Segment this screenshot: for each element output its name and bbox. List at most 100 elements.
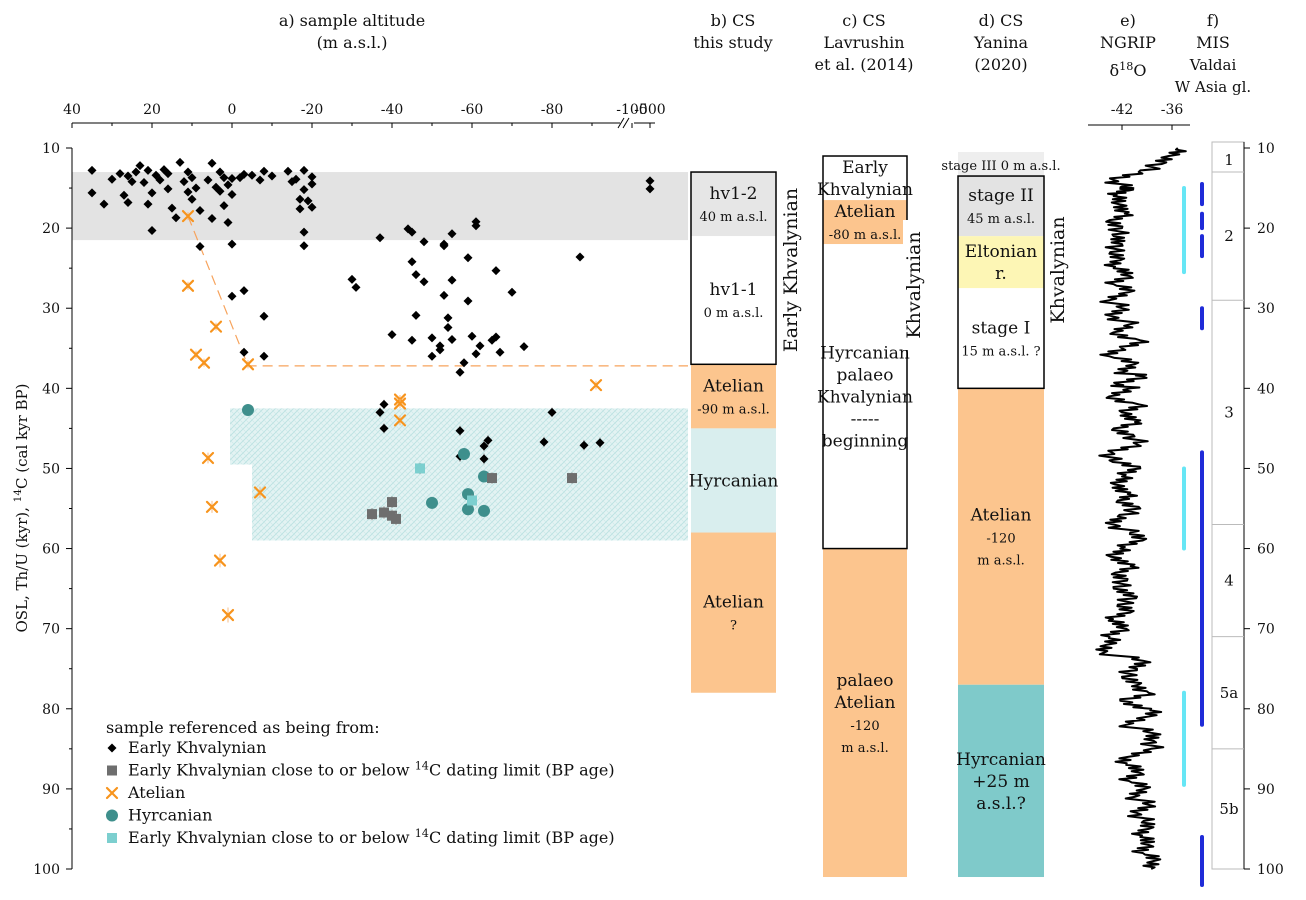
data-point bbox=[483, 435, 493, 445]
data-point bbox=[175, 157, 185, 167]
data-point bbox=[458, 448, 470, 461]
data-point bbox=[201, 451, 215, 465]
data-point bbox=[107, 765, 117, 776]
panel-a-title: a) sample altitude bbox=[279, 11, 425, 30]
panel-c-unit-label: beginning bbox=[822, 431, 909, 451]
data-point bbox=[379, 399, 389, 409]
data-point bbox=[299, 227, 309, 237]
panel-c-unit-label: Atelian bbox=[834, 693, 896, 713]
panel-d-frame bbox=[957, 175, 1045, 390]
data-point bbox=[491, 332, 501, 342]
data-point bbox=[207, 213, 217, 223]
data-point bbox=[443, 313, 453, 323]
legend-label-part: C dating limit (BP age) bbox=[429, 761, 615, 780]
mis-y-tick-label: 80 bbox=[1257, 702, 1275, 718]
panel-b-unit bbox=[691, 364, 776, 429]
panel-c-frame bbox=[822, 155, 908, 550]
data-point bbox=[375, 233, 385, 243]
data-point bbox=[291, 174, 301, 184]
data-point bbox=[197, 356, 211, 369]
panel-e-ylabel-part: δ bbox=[1109, 61, 1119, 80]
panel-c-unit bbox=[823, 244, 907, 549]
legend-title: sample referenced as being from: bbox=[106, 718, 380, 737]
panel-d-unit-label: Eltonian bbox=[965, 242, 1037, 262]
data-point bbox=[539, 437, 549, 447]
data-point bbox=[435, 341, 445, 351]
data-point bbox=[478, 504, 490, 517]
panel-d-unit-label: 45 m a.s.l. bbox=[967, 212, 1035, 227]
mis-stage-label: 4 bbox=[1224, 572, 1234, 590]
data-point bbox=[205, 500, 219, 513]
x-tick-label: -20 bbox=[301, 102, 324, 118]
data-point bbox=[221, 608, 235, 622]
y-tick-label: 20 bbox=[42, 221, 60, 237]
data-point bbox=[139, 177, 149, 187]
data-point bbox=[393, 414, 407, 427]
data-point bbox=[463, 253, 473, 263]
data-point bbox=[391, 513, 401, 524]
panel-b: hv1-2 40 m a.s.l. hv1-1 0 m a.s.l. Atelian -9… bbox=[689, 11, 802, 693]
data-point bbox=[163, 184, 173, 194]
mis-column bbox=[1211, 141, 1245, 870]
data-point bbox=[259, 311, 269, 321]
data-point bbox=[307, 202, 317, 212]
data-point bbox=[227, 239, 237, 249]
x-tick-label: 20 bbox=[143, 102, 161, 118]
panel-c-unit-label: palaeo bbox=[837, 365, 894, 385]
data-point bbox=[119, 190, 129, 200]
data-point bbox=[479, 454, 489, 464]
data-point bbox=[213, 554, 227, 567]
x-tick-label: 40 bbox=[63, 102, 81, 118]
data-point bbox=[223, 180, 233, 190]
data-point bbox=[507, 287, 517, 297]
data-point bbox=[123, 197, 133, 207]
data-point bbox=[171, 213, 181, 223]
ngrip-series-line bbox=[1095, 147, 1187, 870]
data-point bbox=[242, 403, 254, 416]
y-tick-label: 30 bbox=[42, 301, 60, 317]
panel-d-unit-label: stage II bbox=[968, 186, 1033, 206]
data-point bbox=[227, 291, 237, 301]
panel-b-unit bbox=[691, 428, 776, 533]
data-point bbox=[519, 342, 529, 352]
data-point bbox=[167, 203, 177, 213]
data-point bbox=[415, 463, 425, 474]
data-point bbox=[247, 170, 257, 180]
mis-stage-label: 2 bbox=[1224, 227, 1234, 245]
data-point bbox=[219, 173, 229, 183]
panel-c-title: c) CS bbox=[842, 11, 886, 30]
data-point bbox=[487, 473, 497, 484]
panel-b-group-label: Early Khvalynian bbox=[780, 188, 802, 352]
data-point bbox=[259, 166, 269, 176]
data-point bbox=[253, 486, 267, 499]
y-tick-label: 40 bbox=[42, 381, 60, 397]
panel-d-unit-label: Atelian bbox=[970, 506, 1032, 526]
data-point bbox=[143, 199, 153, 209]
legend-valdai: Valdai bbox=[1189, 56, 1237, 74]
panel-d-unit bbox=[958, 684, 1044, 878]
data-point bbox=[203, 175, 213, 185]
data-point bbox=[419, 237, 429, 247]
mis-y-tick-label: 100 bbox=[1257, 862, 1284, 878]
data-point bbox=[455, 367, 465, 377]
legend-label: Hyrcanian bbox=[128, 806, 212, 825]
data-point bbox=[495, 347, 505, 357]
mis-y-tick-label: 20 bbox=[1257, 221, 1275, 237]
data-point bbox=[447, 275, 457, 285]
data-point bbox=[107, 743, 117, 753]
panel-c-unit bbox=[823, 200, 907, 245]
panel-d-group-label: Khvalynian bbox=[1047, 216, 1069, 323]
data-point bbox=[579, 440, 589, 450]
data-point bbox=[387, 497, 397, 508]
panel-c-unit-label: Hyrcanian bbox=[820, 343, 910, 363]
data-point bbox=[426, 496, 438, 509]
legend-label-part: Early Khvalynian close to or below bbox=[128, 761, 415, 780]
series-group bbox=[415, 462, 477, 507]
legend-label: Early Khvalynian close to or below 14C d… bbox=[128, 827, 615, 848]
panel-d-unit-label: stage I bbox=[972, 318, 1031, 338]
panel-b-unit-label: 40 m a.s.l. bbox=[699, 210, 767, 225]
mis-y-tick-label: 70 bbox=[1257, 622, 1275, 638]
mis-stage-label: 1 bbox=[1224, 151, 1234, 169]
panel-d-subtitle: (2020) bbox=[974, 55, 1027, 74]
